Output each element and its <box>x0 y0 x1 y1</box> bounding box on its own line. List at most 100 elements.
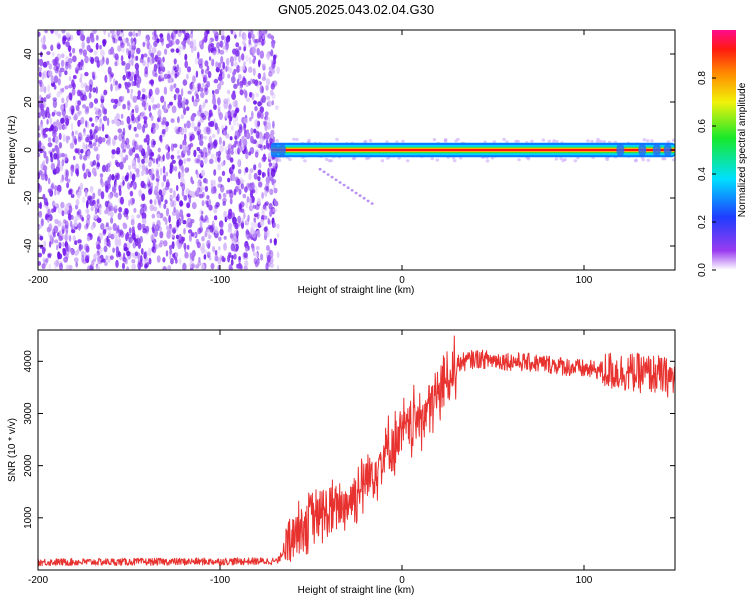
noise-dot <box>110 46 115 55</box>
noise-dot <box>157 117 160 123</box>
noise-dot <box>197 132 202 141</box>
noise-dot <box>122 223 128 230</box>
noise-dot <box>122 74 126 81</box>
noise-dot <box>59 67 63 73</box>
noise-dot <box>230 30 234 35</box>
noise-dot <box>81 254 85 263</box>
noise-dot <box>254 106 258 112</box>
noise-dot <box>159 240 164 245</box>
noise-dot <box>227 177 231 183</box>
noise-dot <box>118 30 121 35</box>
noise-dot <box>104 200 109 208</box>
noise-dot <box>270 83 275 90</box>
noise-dot <box>122 252 126 261</box>
noise-dot <box>172 83 176 90</box>
noise-dot <box>47 177 51 185</box>
x-tick-label: 0 <box>399 575 405 586</box>
noise-dot <box>175 240 180 247</box>
noise-dot <box>185 106 190 112</box>
noise-dot <box>71 190 75 195</box>
band-halo-dot <box>303 159 307 163</box>
noise-dot <box>264 115 269 121</box>
noise-dot <box>219 144 224 153</box>
noise-dot <box>115 259 119 268</box>
noise-dot <box>207 71 212 79</box>
noise-dot <box>45 155 49 165</box>
noise-dot <box>236 78 240 86</box>
noise-dot <box>192 75 196 83</box>
noise-dot <box>203 155 208 164</box>
noise-dot <box>193 126 198 132</box>
noise-dot <box>69 220 73 228</box>
noise-dot <box>232 216 237 225</box>
noise-dot <box>50 184 55 190</box>
noise-dot <box>201 263 205 270</box>
noise-dot <box>141 212 147 220</box>
noise-dot <box>138 144 143 153</box>
noise-dot <box>120 196 124 205</box>
noise-dot <box>93 213 98 220</box>
noise-dot <box>131 173 136 182</box>
noise-dot <box>262 204 267 210</box>
noise-dot <box>130 57 134 67</box>
noise-dot <box>177 150 180 155</box>
noise-dot <box>138 162 143 169</box>
noise-dot <box>252 59 256 64</box>
noise-dot <box>256 211 260 220</box>
band-halo-dot <box>295 137 299 142</box>
noise-dot <box>78 244 84 251</box>
noise-dot <box>187 229 193 234</box>
noise-dot <box>255 92 260 98</box>
noise-dot <box>159 167 163 176</box>
noise-dot <box>87 150 91 156</box>
noise-dot <box>220 56 224 64</box>
noise-dot <box>269 209 273 217</box>
band-halo-dot <box>662 157 667 161</box>
noise-dot <box>257 169 262 176</box>
noise-dot <box>262 35 265 40</box>
noise-dot <box>117 212 122 220</box>
noise-dot <box>89 160 93 166</box>
noise-dot <box>186 120 191 129</box>
noise-dot <box>212 90 215 95</box>
noise-dot <box>189 135 193 142</box>
colorbar-label: Normalized spectral amplitude <box>737 82 748 217</box>
snr-ylabel: SNR (10 * v/v) <box>7 418 18 482</box>
noise-dot <box>67 57 73 64</box>
noise-dot <box>242 65 245 71</box>
noise-dot <box>175 128 179 134</box>
noise-dot <box>196 182 200 189</box>
noise-dot <box>196 158 200 164</box>
noise-dot <box>47 137 52 143</box>
band-halo-dot <box>338 181 342 184</box>
noise-dot <box>64 70 68 76</box>
noise-dot <box>216 156 220 162</box>
noise-dot <box>41 246 46 255</box>
noise-dot <box>248 204 254 212</box>
band-halo-dot <box>307 138 311 142</box>
noise-dot <box>132 181 136 189</box>
noise-dot <box>163 188 167 195</box>
noise-dot <box>180 45 186 51</box>
noise-dot <box>236 122 240 127</box>
noise-dot <box>120 55 124 62</box>
noise-dot <box>195 97 200 103</box>
noise-dot <box>123 157 127 164</box>
noise-dot <box>130 110 134 119</box>
noise-dot <box>179 127 185 136</box>
noise-dot <box>119 229 124 236</box>
noise-dot <box>197 109 202 117</box>
noise-dot <box>127 71 132 78</box>
noise-dot <box>170 200 175 208</box>
noise-dot <box>264 131 270 140</box>
y-tick-label: -20 <box>23 190 34 205</box>
noise-dot <box>102 228 107 234</box>
noise-dot <box>114 159 119 166</box>
noise-dot <box>223 101 228 110</box>
noise-dot <box>161 38 164 46</box>
noise-dot <box>82 196 86 204</box>
noise-dot <box>272 120 275 129</box>
noise-dot <box>50 30 54 34</box>
noise-dot <box>183 242 187 250</box>
noise-dot <box>114 204 118 210</box>
